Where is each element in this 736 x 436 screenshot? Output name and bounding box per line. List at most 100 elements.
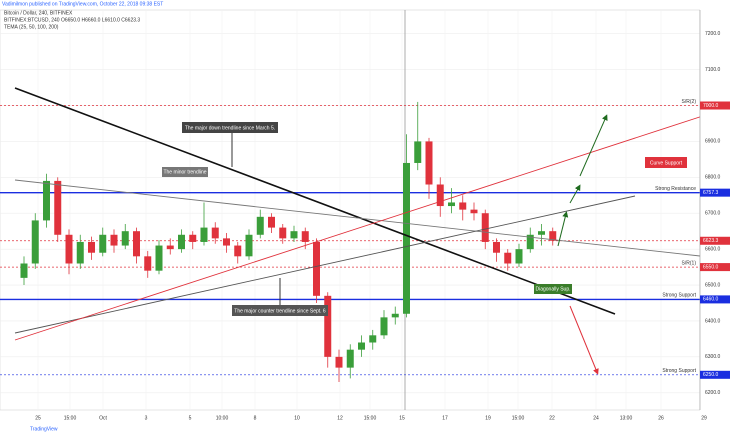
candle-body [380,317,388,336]
candle-body [369,335,377,343]
annotation: The major down trendline since March 5. [185,125,275,131]
candle-body [268,216,275,228]
x-tick-label: 12 [337,415,343,421]
candle-body [121,231,129,246]
candle-body [211,227,219,239]
candle-body [166,245,174,250]
candle-body [256,216,264,235]
level-label: 6623.3 [703,238,719,244]
candle-body [20,263,28,278]
x-tick-label: 3 [145,415,148,421]
level-name: S/R(1) [682,260,697,266]
x-tick-label: 24 [593,415,599,421]
candle-body [313,241,320,296]
candle-body [279,227,287,239]
y-tick-label: 6800.0 [705,175,721,181]
minor-trendline [14,179,701,257]
candle-body [99,234,107,253]
candle-body [88,241,95,253]
candle-body [470,209,478,214]
level-label-box [700,236,730,245]
y-tick-label: 6700.0 [705,211,721,217]
candle-body [391,313,399,318]
candle-body [481,213,489,242]
x-tick-label: 26 [658,415,664,421]
x-tick-label: 19 [485,415,491,421]
y-tick-label: 6600.0 [705,246,721,252]
candle-body [110,234,118,246]
level-name: Strong Support [662,293,696,299]
arrow-down [569,305,599,375]
candle-body [301,231,309,242]
level-label: 6757.3 [703,190,719,196]
curve-support-line [14,111,716,341]
annotation-box [162,167,208,177]
candle-body [43,180,50,221]
down-trendline [14,87,616,315]
level-name: S/R(2) [682,99,697,105]
level-label: 6460.0 [703,297,719,303]
candle-body [414,141,422,163]
candle-body [200,227,208,242]
candle-body [504,252,512,264]
candle-body [436,184,444,207]
candle-body [459,202,467,210]
counter-trendline [14,195,636,334]
candle-body [178,234,185,250]
x-tick-label: 8 [254,415,257,421]
annotation: Diagonally Sup. [535,286,570,292]
candle-body [515,249,523,264]
y-tick-label: 6400.0 [705,318,721,324]
candle-body [245,234,253,257]
x-tick-label: 15:00 [364,415,377,421]
candle-body [189,234,197,242]
level-label: 6550.0 [703,264,719,270]
x-tick-label: 13:00 [620,415,633,421]
level-label-box [700,370,730,379]
level-name: Strong Support [662,368,696,374]
y-tick-label: 6500.0 [705,282,721,288]
candle-body [448,202,455,207]
levels: S/R(2) Strong Resistance S/R(1) Strong Supp… [0,99,700,376]
candle-body [425,141,433,185]
x-tick-label: 22 [549,415,555,421]
annotation-box [534,284,572,294]
level-label: 6250.0 [703,372,719,378]
arrow-up [569,184,581,204]
annotation: The major counter trendline since Sept. … [234,308,326,314]
annotation-box [182,122,278,133]
candles [20,101,557,382]
candle-body [234,245,242,257]
candle-body [346,349,354,368]
level-label-box [700,295,730,304]
candle-body [155,245,163,271]
level-name: Strong Resistance [655,186,696,192]
axis: 6200.0 6300.0 6400.0 6500.0 6600.0 6700.0 6800… [35,0,736,436]
candle-body [324,295,332,357]
level-label-box [700,263,730,272]
annotation: The minor trendline [163,169,206,175]
candle-body [538,231,545,235]
candle-body [403,162,410,314]
publisher: Vadimilmon published on TradingView.com,… [2,1,163,7]
level-label-box [700,188,730,197]
title: Bitcoin / Dollar, 240, BITFINEX [4,10,73,16]
subtitle: BITFINEX:BTCUSD, 240 O6650.0 H6660.0 L66… [4,17,140,23]
grid [0,10,705,410]
x-tick-label: 29 [701,415,707,421]
annotation: Curve Support [650,160,683,166]
arrow-up [557,211,569,247]
footer: TradingView [30,426,58,432]
y-tick-label: 7200.0 [705,31,721,37]
annotation-box [645,157,687,168]
candle-body [526,234,534,250]
candle-body [493,241,500,253]
price-axis [700,0,736,436]
candle-body [31,220,39,264]
x-tick-label: 17 [442,415,448,421]
indicator: TEMA (25, 50, 100, 200) [4,24,59,30]
x-tick-label: 15 [399,415,405,421]
x-tick-label: 25 [35,415,41,421]
x-tick-label: 15:00 [64,415,77,421]
